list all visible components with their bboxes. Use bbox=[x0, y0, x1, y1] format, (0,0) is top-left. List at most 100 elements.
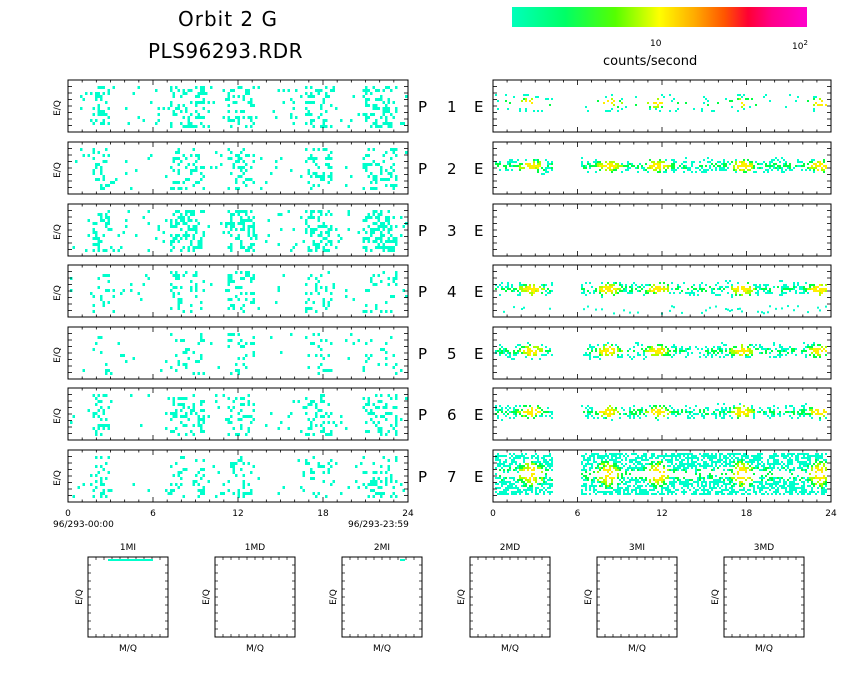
data-cell bbox=[625, 459, 627, 461]
data-cell bbox=[587, 479, 589, 481]
data-cell bbox=[667, 290, 669, 292]
data-cell bbox=[651, 354, 653, 356]
data-cell bbox=[521, 163, 523, 165]
data-cell bbox=[382, 234, 385, 237]
data-cell bbox=[310, 228, 313, 231]
data-cell bbox=[739, 403, 741, 405]
data-cell bbox=[177, 172, 180, 175]
data-cell bbox=[753, 167, 755, 169]
data-cell bbox=[310, 292, 313, 295]
data-cell bbox=[170, 234, 173, 237]
data-cell bbox=[112, 249, 115, 252]
data-cell bbox=[755, 104, 757, 106]
data-cell bbox=[105, 213, 108, 216]
data-cell bbox=[727, 354, 729, 356]
data-cell bbox=[232, 400, 235, 403]
data-cell bbox=[787, 165, 789, 167]
data-cell bbox=[667, 409, 669, 411]
data-cell bbox=[172, 110, 175, 113]
data-cell bbox=[240, 216, 243, 219]
data-cell bbox=[305, 459, 308, 462]
data-cell bbox=[340, 237, 343, 240]
data-cell bbox=[583, 455, 585, 457]
data-cell bbox=[529, 350, 531, 352]
data-cell bbox=[767, 290, 769, 292]
data-cell bbox=[749, 106, 751, 108]
data-cell bbox=[721, 286, 723, 288]
data-cell bbox=[507, 356, 509, 358]
data-cell bbox=[639, 413, 641, 415]
data-cell bbox=[365, 86, 368, 89]
data-cell bbox=[505, 350, 507, 352]
data-cell bbox=[165, 219, 168, 222]
data-cell bbox=[227, 406, 230, 409]
data-cell bbox=[92, 489, 95, 492]
data-cell bbox=[190, 243, 193, 246]
data-cell bbox=[501, 455, 503, 457]
data-cell bbox=[529, 411, 531, 413]
data-cell bbox=[245, 154, 248, 157]
data-cell bbox=[187, 246, 190, 249]
data-cell bbox=[197, 101, 200, 104]
data-cell bbox=[170, 418, 173, 421]
data-cell bbox=[90, 474, 93, 477]
data-cell bbox=[497, 463, 499, 465]
data-cell bbox=[783, 292, 785, 294]
data-cell bbox=[765, 292, 767, 294]
data-cell bbox=[240, 345, 243, 348]
data-cell bbox=[653, 409, 655, 411]
data-cell bbox=[737, 286, 739, 288]
colorbar-label: counts/second bbox=[603, 54, 698, 69]
data-cell bbox=[657, 98, 659, 100]
data-cell bbox=[685, 161, 687, 163]
data-cell bbox=[372, 403, 375, 406]
data-cell bbox=[819, 356, 821, 358]
data-cell bbox=[242, 462, 245, 465]
data-cell bbox=[703, 96, 705, 98]
data-cell bbox=[687, 348, 689, 350]
data-cell bbox=[615, 463, 617, 465]
data-cell bbox=[825, 411, 827, 413]
data-cell bbox=[390, 480, 393, 483]
data-cell bbox=[122, 354, 125, 357]
data-cell bbox=[597, 471, 599, 473]
row-p-label: P bbox=[418, 345, 427, 363]
data-cell bbox=[185, 433, 188, 436]
data-cell bbox=[185, 92, 188, 95]
data-cell bbox=[533, 346, 535, 348]
data-cell bbox=[537, 110, 539, 112]
data-cell bbox=[819, 348, 821, 350]
data-cell bbox=[529, 467, 531, 469]
data-cell bbox=[585, 489, 587, 491]
data-cell bbox=[621, 487, 623, 489]
data-cell bbox=[105, 477, 108, 480]
data-cell bbox=[607, 290, 609, 292]
data-cell bbox=[583, 467, 585, 469]
data-cell bbox=[372, 228, 375, 231]
data-cell bbox=[345, 295, 348, 298]
data-cell bbox=[245, 125, 248, 128]
data-cell bbox=[611, 479, 613, 481]
data-cell bbox=[385, 178, 388, 181]
data-cell bbox=[585, 352, 587, 354]
data-cell bbox=[387, 412, 390, 415]
data-cell bbox=[215, 151, 218, 154]
data-cell bbox=[495, 455, 497, 457]
row-number: 1 bbox=[447, 98, 457, 116]
data-cell bbox=[322, 122, 325, 125]
data-cell bbox=[669, 405, 671, 407]
data-cell bbox=[659, 110, 661, 112]
data-cell bbox=[719, 411, 721, 413]
data-cell bbox=[503, 463, 505, 465]
data-cell bbox=[643, 350, 645, 352]
data-cell bbox=[583, 457, 585, 459]
data-cell bbox=[380, 465, 383, 468]
data-cell bbox=[501, 282, 503, 284]
data-cell bbox=[175, 151, 178, 154]
data-cell bbox=[701, 290, 703, 292]
data-cell bbox=[701, 415, 703, 417]
data-cell bbox=[655, 407, 657, 409]
data-cell bbox=[545, 483, 547, 485]
data-cell bbox=[651, 407, 653, 409]
data-cell bbox=[601, 296, 603, 298]
